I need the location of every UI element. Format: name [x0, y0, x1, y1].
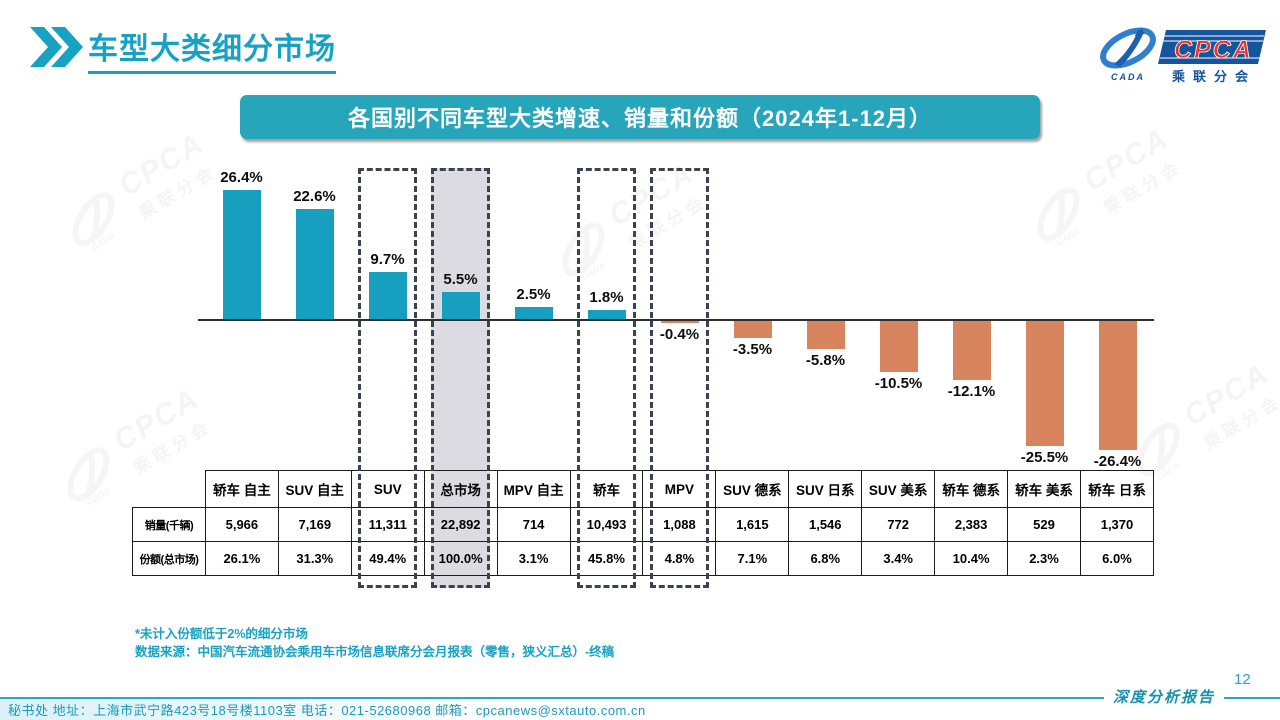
column-header: MPV 自主: [496, 470, 571, 508]
column-header: 轿车 自主: [204, 470, 279, 508]
growth-bar: [295, 208, 334, 319]
sales-value: 1,370: [1079, 507, 1155, 542]
svg-text:CADA: CADA: [84, 485, 111, 507]
sales-value: 2,383: [934, 507, 1009, 542]
share-value: 6.0%: [1079, 541, 1155, 576]
page-title: 车型大类细分市场: [88, 24, 336, 74]
share-value: 3.4%: [861, 541, 936, 576]
growth-bar: [368, 271, 407, 319]
cpca-swoosh-icon: [1100, 27, 1156, 69]
cpca-logo-text: CPCA: [1174, 36, 1253, 64]
bar-value-label: 1.8%: [589, 289, 624, 307]
sales-value: 1,088: [642, 507, 717, 542]
share-value: 3.1%: [496, 541, 571, 576]
column-header: SUV 德系: [715, 470, 790, 508]
chart-title-banner: 各国别不同车型大类增速、销量和份额（2024年1-12月）: [240, 95, 1040, 139]
growth-bar: [587, 310, 626, 319]
bar-value-label: -10.5%: [874, 375, 923, 393]
column-header: MPV: [642, 470, 717, 508]
sales-value: 1,615: [715, 507, 790, 542]
watermark-swoosh-icon: CADA: [67, 446, 112, 507]
share-value: 100.0%: [423, 541, 498, 576]
column-header: 轿车 美系: [1007, 470, 1081, 508]
report-type-label: 深度分析报告: [1104, 688, 1225, 707]
share-value: 6.8%: [788, 541, 863, 576]
svg-text:CADA: CADA: [89, 230, 116, 252]
growth-bar: [1098, 321, 1137, 450]
sales-value: 529: [1007, 507, 1081, 542]
growth-bar: [441, 292, 480, 319]
table-row: 销量(千辆) 5,966 7,169 11,311 22,892 714 10,493 1,0…: [132, 507, 1155, 542]
bar-value-label: -0.4%: [659, 326, 700, 343]
page-number: 12: [1234, 671, 1251, 688]
column-header: 总市场: [423, 470, 498, 508]
column-header: 轿车: [569, 470, 644, 508]
column-header: SUV 自主: [277, 470, 352, 508]
growth-bar: [514, 306, 553, 319]
watermark-swoosh-icon: CADA: [72, 191, 117, 252]
sales-value: 22,892: [423, 507, 498, 542]
sales-value: 10,493: [569, 507, 644, 542]
segment-data-table: 轿车 自主 SUV 自主 SUV 总市场 MPV 自主 轿车 MPV SUV 德系 SUV 日系…: [132, 470, 1155, 576]
bar-value-label: 9.7%: [370, 250, 405, 268]
share-value: 4.8%: [642, 541, 717, 576]
row-label-share: 份额(总市场): [132, 541, 206, 576]
table-row: 份额(总市场) 26.1% 31.3% 49.4% 100.0% 3.1% 45.8% 4.8…: [132, 541, 1155, 576]
sales-value: 772: [861, 507, 936, 542]
share-value: 2.3%: [1007, 541, 1081, 576]
column-header: 轿车 德系: [934, 470, 1009, 508]
secretariat-contact: 秘书处 地址：上海市武宁路423号18号楼1103室 电话：021-526809…: [8, 703, 646, 718]
growth-bar: [222, 190, 261, 319]
column-header: 轿车 日系: [1079, 470, 1155, 508]
sales-value: 1,546: [788, 507, 863, 542]
bar-value-label: -5.8%: [805, 352, 846, 370]
growth-bar-chart: 轿车 自主 SUV 自主 SUV 总市场 MPV 自主 轿车 MPV SUV 德系 SUV 日系…: [132, 168, 1155, 590]
growth-bar: [806, 321, 845, 350]
bar-value-label: 26.4%: [220, 169, 263, 186]
growth-bar: [660, 321, 699, 323]
sales-value: 5,966: [204, 507, 279, 542]
sales-value: 714: [496, 507, 571, 542]
cpca-logo-subtext: 乘联分会: [1171, 69, 1256, 84]
bar-value-label: -25.5%: [1020, 448, 1069, 466]
footnote-share-threshold: *未计入份额低于2%的细分市场: [135, 627, 308, 641]
sales-value: 11,311: [350, 507, 425, 542]
footnotes: *未计入份额低于2%的细分市场 数据来源：中国汽车流通协会乘用车市场信息联席分会…: [135, 625, 614, 661]
x-axis-line: [198, 319, 1154, 321]
bar-value-label: -12.1%: [947, 383, 996, 401]
table-row: 轿车 自主 SUV 自主 SUV 总市场 MPV 自主 轿车 MPV SUV 德系 SUV 日系…: [132, 470, 1155, 508]
column-header: SUV 美系: [861, 470, 936, 508]
column-header: SUV 日系: [788, 470, 863, 508]
share-value: 10.4%: [934, 541, 1009, 576]
growth-bar: [952, 321, 991, 381]
bar-value-label: 2.5%: [516, 285, 551, 303]
chart-title: 各国别不同车型大类增速、销量和份额（2024年1-12月）: [348, 106, 932, 131]
double-chevron-icon: [30, 27, 83, 67]
growth-bar: [1025, 321, 1064, 446]
growth-bar: [733, 321, 772, 339]
table-corner-cell: [132, 470, 206, 508]
share-value: 26.1%: [204, 541, 279, 576]
column-header: SUV: [350, 470, 425, 508]
svg-text:CADA: CADA: [1154, 460, 1181, 482]
share-value: 45.8%: [569, 541, 644, 576]
sales-value: 7,169: [277, 507, 352, 542]
share-value: 49.4%: [350, 541, 425, 576]
footer-strip: 秘书处 地址：上海市武宁路423号18号楼1103室 电话：021-526809…: [0, 697, 1280, 720]
bar-value-label: 22.6%: [293, 187, 336, 205]
footnote-data-source: 数据来源：中国汽车流通协会乘用车市场信息联席分会月报表（零售，狭义汇总）-终稿: [135, 645, 615, 659]
cpca-logo: CADA CPCA 乘联分会: [1098, 22, 1268, 84]
share-value: 7.1%: [715, 541, 790, 576]
svg-text:CADA: CADA: [1111, 72, 1145, 82]
row-label-sales: 销量(千辆): [132, 507, 206, 542]
cpca-flag-icon: [1158, 30, 1266, 64]
growth-bar: [879, 321, 918, 373]
bar-value-label: 5.5%: [443, 271, 478, 289]
share-value: 31.3%: [277, 541, 352, 576]
bar-value-label: -26.4%: [1093, 452, 1142, 470]
bar-value-label: -3.5%: [732, 341, 773, 359]
